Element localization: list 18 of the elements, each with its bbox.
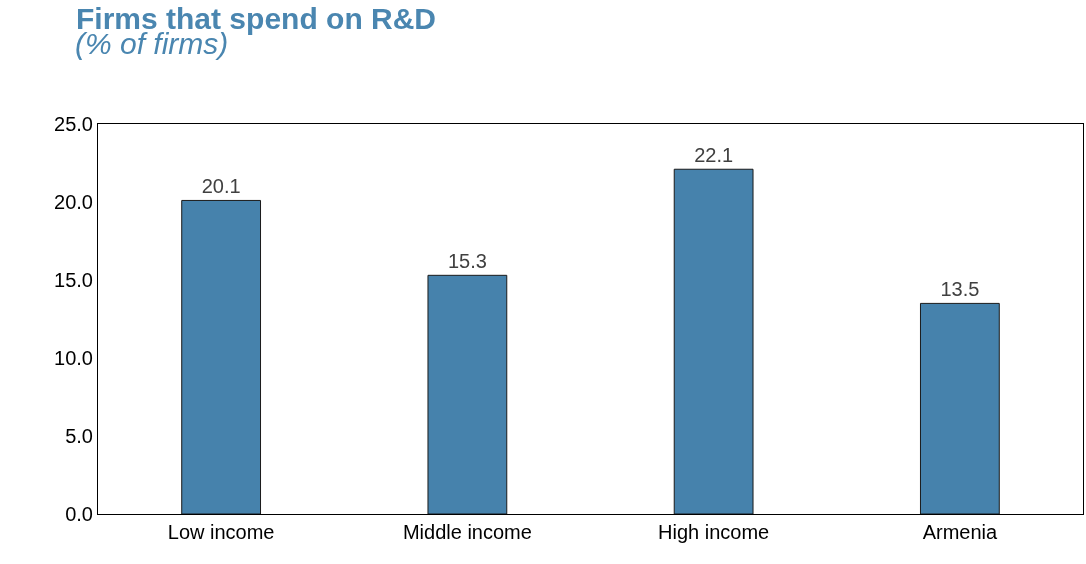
bar <box>427 274 508 514</box>
x-tick-label: Middle income <box>402 521 532 543</box>
data-label: 13.5 <box>940 278 980 301</box>
y-tick-label: 25.0 <box>54 113 93 135</box>
bar <box>181 199 262 514</box>
data-label: 15.3 <box>447 250 487 273</box>
x-tick-label: Armenia <box>922 521 998 543</box>
y-tick-label: 20.0 <box>54 191 93 213</box>
y-tick-label: 5.0 <box>65 425 93 447</box>
y-tick-label: 10.0 <box>54 347 93 369</box>
y-tick-label: 15.0 <box>54 269 93 291</box>
bar <box>919 302 1000 514</box>
data-label: 22.1 <box>694 144 734 167</box>
x-tick-label: High income <box>658 521 770 543</box>
y-tick-label: 0.0 <box>65 503 93 525</box>
bar <box>673 168 754 514</box>
x-tick-label: Low income <box>167 521 275 543</box>
data-label: 20.1 <box>201 175 241 198</box>
